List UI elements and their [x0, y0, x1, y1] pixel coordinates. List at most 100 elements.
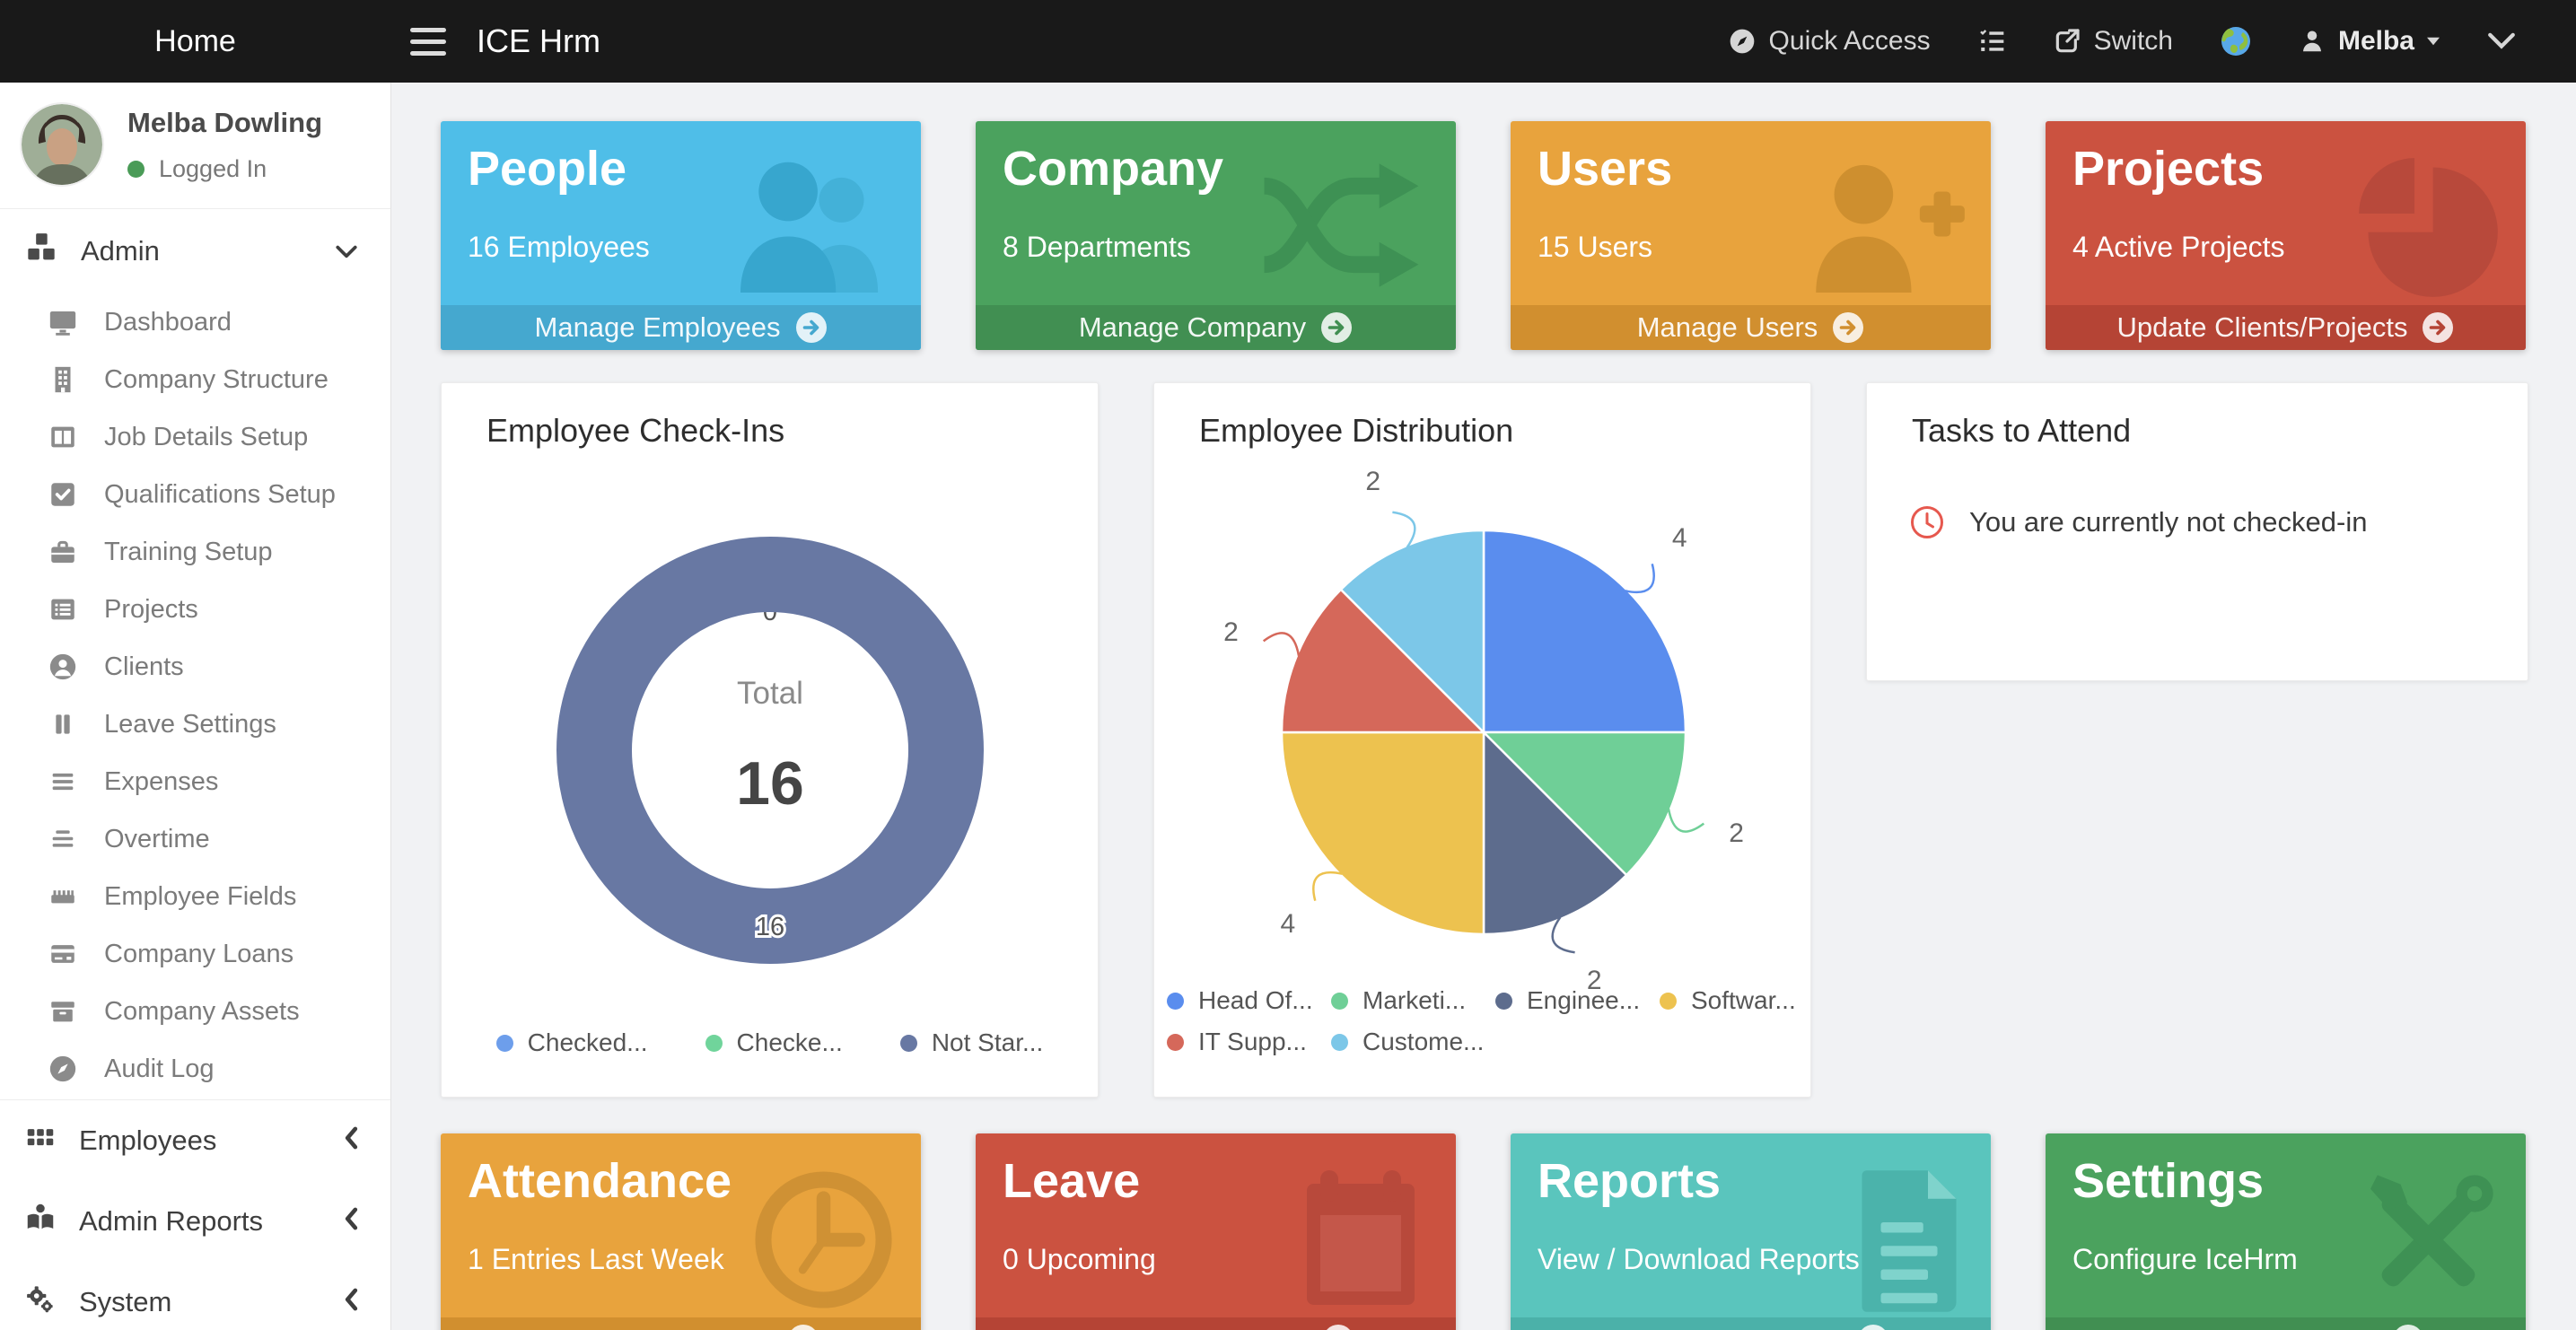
card-title: Projects [2072, 142, 2265, 196]
legend-item: Softwar... [1660, 982, 1824, 1019]
legend-item: Enginee... [1495, 982, 1660, 1019]
sidebar-item-clients[interactable]: Clients [0, 638, 390, 696]
arrow-circle-right-icon [1861, 1325, 1885, 1330]
sidebar-item-audit-log[interactable]: Audit Log [0, 1040, 390, 1098]
manage-company-button[interactable]: Manage Company [976, 305, 1456, 350]
checklist-icon [1977, 27, 2006, 56]
projects-card[interactable]: Projects 4 Active Projects Update Client… [2046, 121, 2526, 350]
card-title: Users [1538, 142, 1673, 196]
card-title: Company [1003, 142, 1224, 196]
home-button[interactable]: Home [154, 23, 236, 58]
sidebar-item-overtime[interactable]: Overtime [0, 810, 390, 868]
list-icon [47, 594, 79, 625]
tools-icon [2354, 1166, 2502, 1318]
task-item: You are currently not checked-in [1908, 503, 2367, 541]
manage-employees-button[interactable]: Manage Employees [441, 305, 921, 350]
avatar[interactable] [22, 104, 102, 185]
manage-users-button[interactable]: Manage Users [1511, 305, 1991, 350]
sidebar-item-qualifications-setup[interactable]: Qualifications Setup [0, 466, 390, 523]
attendance-footer-button[interactable] [441, 1317, 921, 1330]
user-plus-icon [1788, 153, 1967, 302]
legend-item: IT Supp... [1167, 1023, 1331, 1061]
document-icon [1851, 1166, 1967, 1321]
sidebar-item-expenses[interactable]: Expenses [0, 753, 390, 810]
sidebar-item-leave-settings[interactable]: Leave Settings [0, 696, 390, 753]
svg-text:2: 2 [1365, 467, 1380, 496]
chevron-left-icon [345, 1286, 358, 1318]
grid-icon [23, 1120, 57, 1161]
sidebar-item-company-loans[interactable]: Company Loans [0, 925, 390, 983]
leave-footer-button[interactable] [976, 1317, 1456, 1330]
sidebar-item-projects[interactable]: Projects [0, 581, 390, 638]
tasks-list-button[interactable] [1977, 27, 2006, 56]
distribution-pie-svg: 4 2 2 4 2 2 [1223, 467, 1744, 995]
legend-dot [1331, 992, 1348, 1010]
sidebar-item-company-assets[interactable]: Company Assets [0, 983, 390, 1040]
user-menu[interactable]: Melba [2299, 26, 2440, 57]
svg-text:Total: Total [737, 676, 803, 711]
hamburger-menu-icon[interactable] [410, 27, 446, 56]
arrow-circle-right-icon [1326, 1325, 1350, 1330]
chevron-down-icon [2486, 31, 2517, 52]
legend-item: Head Of... [1167, 982, 1331, 1019]
card-subtitle: View / Download Reports [1538, 1243, 1860, 1275]
topbar: Home ICE Hrm Quick Access Switch [0, 0, 2576, 83]
columns-icon [47, 422, 79, 452]
archive-icon [47, 996, 79, 1027]
svg-text:16: 16 [756, 913, 784, 941]
quick-access-button[interactable]: Quick Access [1728, 26, 1931, 57]
attendance-card[interactable]: Attendance 1 Entries Last Week [441, 1133, 921, 1330]
sidebar-section-admin-reports[interactable]: Admin Reports [0, 1181, 390, 1262]
card-title: Leave [1003, 1154, 1141, 1208]
chevron-left-icon [345, 1124, 358, 1157]
sidebar-item-job-details-setup[interactable]: Job Details Setup [0, 408, 390, 466]
leave-card[interactable]: Leave 0 Upcoming [976, 1133, 1456, 1330]
check-square-icon [47, 479, 79, 510]
bottom-cards-row: Attendance 1 Entries Last Week Leave 0 U… [441, 1133, 2526, 1330]
sidebar-item-employee-fields[interactable]: Employee Fields [0, 868, 390, 925]
legend-item: Marketi... [1331, 982, 1495, 1019]
reports-card[interactable]: Reports View / Download Reports [1511, 1133, 1991, 1330]
svg-text:2: 2 [1223, 617, 1239, 647]
checkins-panel: Employee Check-Ins 0 0 16 Total 16 Checked..… [441, 382, 1099, 1098]
chart-title: Employee Check-Ins [486, 412, 785, 449]
legend-dot [495, 1034, 513, 1052]
sidebar-section-system[interactable]: System [0, 1262, 390, 1330]
credit-card-icon [47, 939, 79, 969]
arrow-circle-right-icon [1321, 312, 1353, 343]
globe-icon [2220, 25, 2252, 57]
monitor-icon [47, 307, 79, 337]
sidebar-section-admin[interactable]: Admin [0, 209, 390, 293]
users-card[interactable]: Users 15 Users Manage Users [1511, 121, 1991, 350]
card-title: People [468, 142, 627, 196]
language-globe-button[interactable] [2220, 25, 2252, 57]
sidebar-section-employees[interactable]: Employees [0, 1100, 390, 1181]
legend-item: Checked... [495, 1028, 648, 1057]
card-subtitle: 0 Upcoming [1003, 1243, 1156, 1275]
sidebar: Melba Dowling Logged In Admin Dashboard [0, 83, 391, 1330]
collapse-topbar-button[interactable] [2486, 31, 2517, 52]
reports-footer-button[interactable] [1511, 1317, 1991, 1330]
people-card[interactable]: People 16 Employees Manage Employees [441, 121, 921, 350]
arrow-circle-right-icon [2423, 312, 2454, 343]
sidebar-item-training-setup[interactable]: Training Setup [0, 523, 390, 581]
settings-card[interactable]: Settings Configure IceHrm [2046, 1133, 2526, 1330]
distribution-legend: Head Of... Marketi... Enginee... Softwar… [1167, 982, 1824, 1061]
app-brand: ICE Hrm [477, 22, 600, 59]
legend-item: Not Star... [899, 1028, 1043, 1057]
card-title: Reports [1538, 1154, 1722, 1208]
svg-text:16: 16 [736, 749, 804, 818]
settings-footer-button[interactable] [2046, 1317, 2526, 1330]
legend-item: Custome... [1331, 1023, 1495, 1061]
sidebar-item-dashboard[interactable]: Dashboard [0, 293, 390, 351]
switch-button[interactable]: Switch [2053, 26, 2173, 57]
legend-dot [1495, 992, 1512, 1010]
arrow-circle-right-icon [791, 1325, 815, 1330]
update-clients-projects-button[interactable]: Update Clients/Projects [2046, 305, 2526, 350]
company-card[interactable]: Company 8 Departments Manage Company [976, 121, 1456, 350]
sidebar-item-company-structure[interactable]: Company Structure [0, 351, 390, 408]
card-subtitle: 4 Active Projects [2072, 231, 2285, 263]
checkins-legend: Checked... Checke... Not Star... [442, 1028, 1098, 1057]
